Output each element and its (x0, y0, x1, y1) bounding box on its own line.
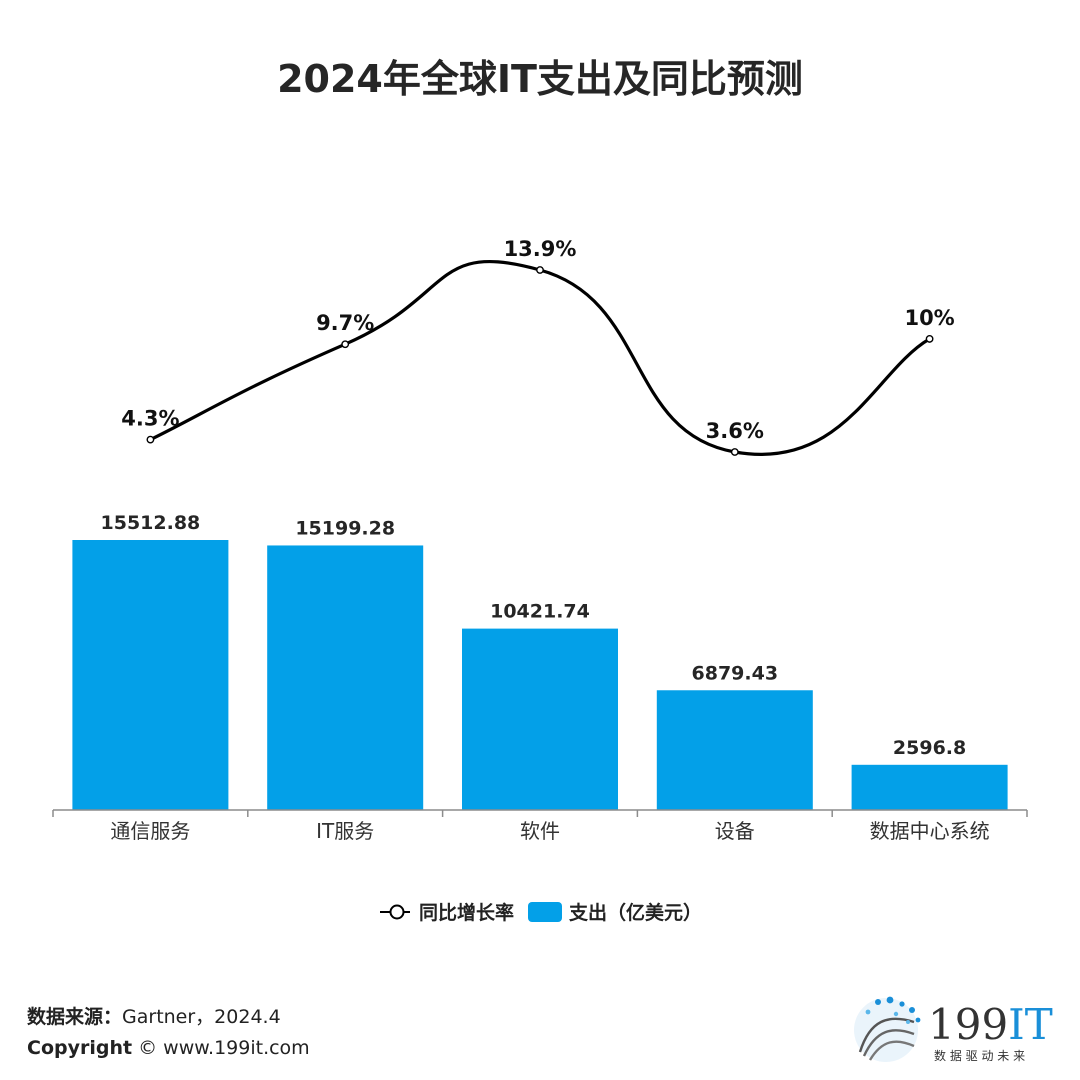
source-label: 数据来源： (27, 1006, 123, 1028)
growth-point (925, 335, 934, 343)
growth-point (146, 435, 155, 444)
growth-value-label: 9.7% (316, 311, 374, 335)
growth-points (146, 266, 934, 456)
logo-wordmark-accent: IT (1008, 1000, 1053, 1049)
bar-value-label: 10421.74 (490, 601, 590, 623)
growth-value-label: 4.3% (121, 407, 179, 431)
bars-layer (72, 540, 1008, 810)
chart-title: 2024年全球IT支出及同比预测 (277, 57, 803, 101)
growth-labels: 4.3% 9.7% 13.9% 3.6% 10% (121, 237, 954, 443)
bar-value-label: 6879.43 (692, 662, 779, 684)
legend-bar-swatch (528, 902, 562, 922)
bar (851, 764, 1008, 810)
logo-mark-icon (854, 996, 921, 1062)
legend-bar-label: 支出（亿美元） (568, 901, 702, 924)
category-label: 设备 (715, 819, 755, 843)
logo-tagline: 数 据 驱 动 未 来 (934, 1048, 1025, 1063)
category-label: 通信服务 (110, 819, 190, 843)
bar-labels-layer: 15512.88 15199.28 10421.74 6879.43 2596.8 (101, 512, 967, 759)
growth-point (341, 340, 350, 349)
growth-value-label: 3.6% (706, 419, 764, 443)
legend: 同比增长率 支出（亿美元） (380, 901, 702, 924)
category-label: 数据中心系统 (870, 819, 990, 843)
growth-point (536, 266, 544, 274)
source-line: 数据来源：Gartner，2024.4 (27, 1002, 281, 1029)
growth-value-label: 10% (904, 306, 954, 330)
copyright-value: © www.199it.com (138, 1037, 310, 1059)
legend-line-item: 同比增长率 (380, 901, 514, 924)
copyright-line: Copyright © www.199it.com (27, 1037, 310, 1059)
source-value: Gartner，2024.4 (122, 1006, 281, 1028)
logo-wordmark: 199IT (928, 1000, 1053, 1049)
x-axis-ticks (52, 810, 1028, 817)
legend-bar-item: 支出（亿美元） (528, 901, 702, 924)
bar-value-label: 15199.28 (295, 517, 395, 539)
category-label: IT服务 (316, 819, 374, 843)
growth-rate-line (148, 260, 932, 456)
growth-value-label: 13.9% (504, 237, 577, 261)
copyright-label: Copyright (27, 1037, 133, 1059)
bar (72, 540, 229, 810)
legend-line-marker (389, 904, 405, 920)
bar (656, 690, 813, 810)
bar-value-label: 2596.8 (893, 737, 966, 759)
brand-logo: 199IT 数 据 驱 动 未 来 (854, 996, 1053, 1063)
category-label: 软件 (520, 819, 560, 843)
bar (267, 545, 424, 810)
bar-value-label: 15512.88 (101, 512, 201, 534)
growth-point (730, 448, 739, 456)
category-labels: 通信服务 IT服务 软件 设备 数据中心系统 (110, 819, 989, 843)
bar (462, 628, 618, 810)
legend-line-label: 同比增长率 (419, 901, 514, 924)
